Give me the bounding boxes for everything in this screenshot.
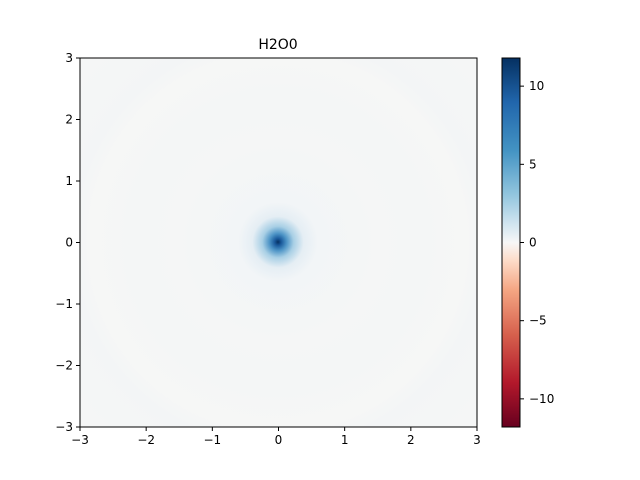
x-tick-label: 0 [275,433,283,447]
x-tick-label: 1 [341,433,349,447]
y-tick-label: −2 [55,359,73,373]
y-axis-ticks: −3 −2 −1 0 1 2 3 [55,51,80,434]
x-tick-label: −2 [137,433,155,447]
y-tick-label: 3 [65,51,73,65]
y-tick-label: 2 [65,113,73,127]
x-tick-label: −3 [71,433,89,447]
heatmap-field [80,58,477,427]
colorbar-tick-label: −5 [529,314,547,328]
colorbar-tick-label: −10 [529,392,554,406]
colorbar: 10 5 0 −5 −10 [501,57,554,428]
y-tick-label: 1 [65,174,73,188]
colorbar-tick-label: 5 [529,157,537,171]
y-tick-label: −1 [55,297,73,311]
y-tick-label: 0 [65,236,73,250]
chart-title: H2O0 [258,37,297,53]
x-tick-label: 3 [473,433,481,447]
x-tick-label: 2 [407,433,415,447]
colorbar-ticks: 10 5 0 −5 −10 [520,79,554,406]
x-tick-label: −1 [203,433,221,447]
x-axis-ticks: −3 −2 −1 0 1 2 3 [71,427,481,447]
colorbar-tick-label: 0 [529,236,537,250]
y-tick-label: −3 [55,420,73,434]
colorbar-gradient [502,58,520,427]
colorbar-tick-label: 10 [529,79,544,93]
plot-area [79,57,478,428]
